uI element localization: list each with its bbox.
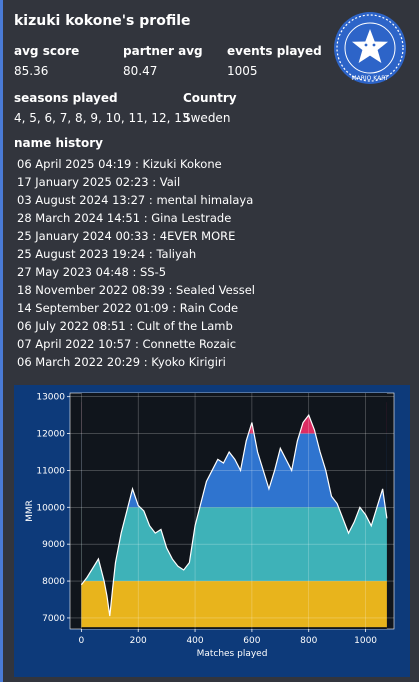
stat-value: 85.36 — [14, 64, 49, 78]
stat-label: events played — [227, 44, 322, 58]
x-tick-label: 800 — [300, 636, 317, 646]
x-tick-label: 0 — [79, 636, 85, 646]
name-history-entry: 03 August 2024 13:27 : mental himalaya — [17, 193, 254, 207]
stat-label: partner avg — [123, 44, 203, 58]
x-axis-label: Matches played — [197, 649, 268, 659]
x-tick-label: 200 — [130, 636, 147, 646]
name-history-entry: 06 March 2022 20:29 : Kyoko Kirigiri — [17, 355, 226, 369]
name-history-entry: 06 July 2022 08:51 : Cult of the Lamb — [17, 319, 233, 333]
name-history-entry: 07 April 2022 10:57 : Connette Rozaic — [17, 337, 237, 351]
name-history-entry: 17 January 2025 02:23 : Vail — [17, 175, 181, 189]
y-tick-label: 13000 — [36, 393, 65, 403]
name-history-entry: 14 September 2022 01:09 : Rain Code — [17, 301, 239, 315]
stat-seasons-played: seasons played 4, 5, 6, 7, 8, 9, 10, 11,… — [14, 91, 190, 125]
stat-value: 80.47 — [123, 64, 158, 78]
y-tick-label: 7000 — [42, 614, 65, 624]
badge-label: MARIO KART — [351, 75, 389, 82]
y-tick-label: 9000 — [42, 540, 65, 550]
x-tick-label: 1000 — [354, 636, 377, 646]
name-history-entry: 18 November 2022 08:39 : Sealed Vessel — [17, 283, 255, 297]
name-history-entry: 27 May 2023 04:48 : SS-5 — [17, 265, 167, 279]
stat-label: seasons played — [14, 91, 118, 105]
name-history-heading: name history — [14, 136, 103, 150]
stat-partner-avg: partner avg 80.47 — [123, 44, 203, 78]
name-history-entry: 25 January 2024 00:33 : 4EVER MORE — [17, 229, 236, 243]
area-mask — [81, 393, 387, 617]
y-axis-label: MMR — [25, 500, 35, 522]
mmr-chart: 7000 8000 9000 10000 11000 12000 13000 0 200 400 6… — [14, 385, 410, 677]
name-history-entry: 06 April 2025 04:19 : Kizuki Kokone — [17, 157, 222, 171]
rank-band — [81, 581, 387, 629]
mmr-chart-svg: 7000 8000 9000 10000 11000 12000 13000 0 200 400 6… — [25, 393, 395, 659]
rank-band — [81, 507, 387, 582]
name-history-entry: 25 August 2023 19:24 : Taliyah — [17, 247, 197, 261]
stat-value: 1005 — [227, 64, 258, 78]
x-tick-label: 600 — [243, 636, 260, 646]
stat-events-played: events played 1005 — [227, 44, 322, 78]
name-history-list: 06 April 2025 04:19 : Kizuki Kokone 17 Ja… — [17, 155, 255, 371]
y-tick-label: 12000 — [36, 430, 65, 440]
stat-value: Sweden — [183, 111, 231, 125]
stat-value: 4, 5, 6, 7, 8, 9, 10, 11, 12, 13 — [14, 111, 190, 125]
mmr-line — [80, 413, 388, 617]
stat-label: Country — [183, 91, 237, 105]
y-tick-label: 11000 — [36, 466, 65, 476]
stat-avg-score: avg score 85.36 — [14, 44, 79, 78]
x-tick-label: 400 — [186, 636, 203, 646]
mario-kart-badge-icon: MARIO KART — [334, 12, 406, 84]
stat-label: avg score — [14, 44, 80, 58]
y-tick-label: 8000 — [42, 577, 65, 587]
profile-title: kizuki kokone's profile — [14, 13, 191, 29]
name-history-entry: 28 March 2024 14:51 : Gina Lestrade — [17, 211, 232, 225]
y-tick-label: 10000 — [36, 503, 65, 513]
accent-bar — [0, 0, 3, 682]
stat-country: Country Sweden — [183, 91, 237, 125]
bottom-fill — [81, 627, 387, 629]
